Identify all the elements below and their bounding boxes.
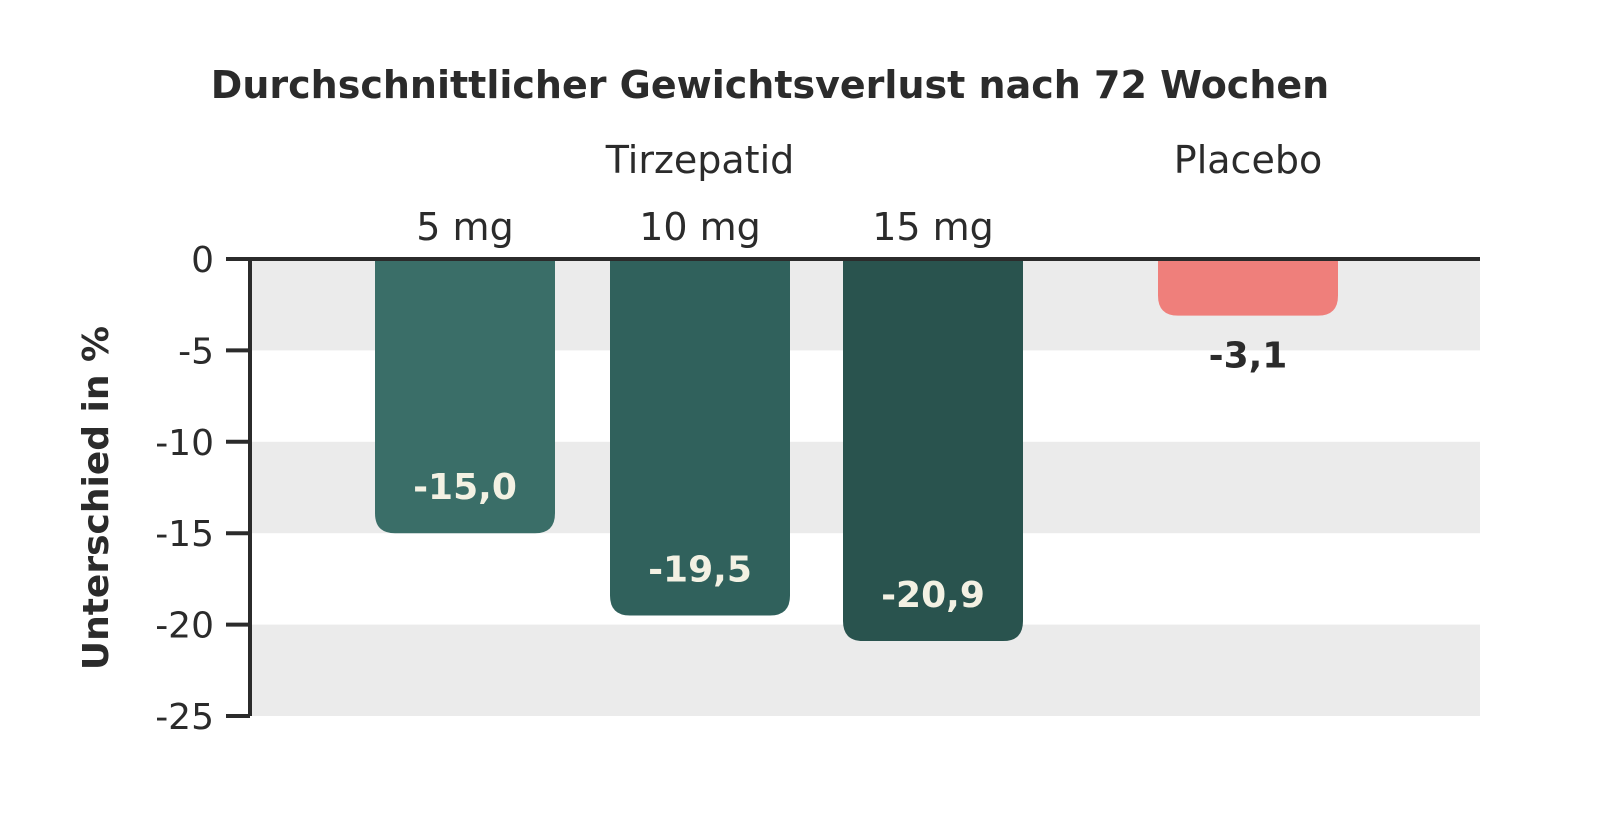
bars [375,259,1338,642]
y-tick-label: -10 [155,423,214,464]
y-tick-label: -15 [155,514,214,555]
category-label: 15 mg [872,205,994,249]
data-label: -15,0 [413,467,517,508]
y-tick-label: -20 [155,606,214,647]
category-labels: 5 mg 10 mg 15 mg [416,205,993,249]
bar [843,259,1023,642]
y-tick-label: -5 [178,331,214,372]
data-labels: -15,0 -19,5 -20,9 -3,1 [413,336,1287,616]
chart-title: Durchschnittlicher Gewichtsverlust nach … [211,63,1329,107]
group-label: Placebo [1174,138,1322,182]
bar [375,259,555,534]
bar [1158,259,1338,316]
y-axis-label: Unterschied in % [76,326,117,670]
data-label: -20,9 [881,575,985,616]
y-tick-label: 0 [191,240,214,281]
y-axis: 0 -5 -10 -15 -20 -25 [155,240,1480,738]
y-tick-label: -25 [155,697,214,738]
chart-labels: Durchschnittlicher Gewichtsverlust nach … [76,63,1329,670]
group-labels: Tirzepatid Placebo [605,138,1322,182]
category-label: 5 mg [416,205,513,249]
bar [610,259,790,616]
data-label: -3,1 [1209,336,1288,377]
category-label: 10 mg [639,205,761,249]
group-label: Tirzepatid [605,138,795,182]
data-label: -19,5 [648,549,752,590]
